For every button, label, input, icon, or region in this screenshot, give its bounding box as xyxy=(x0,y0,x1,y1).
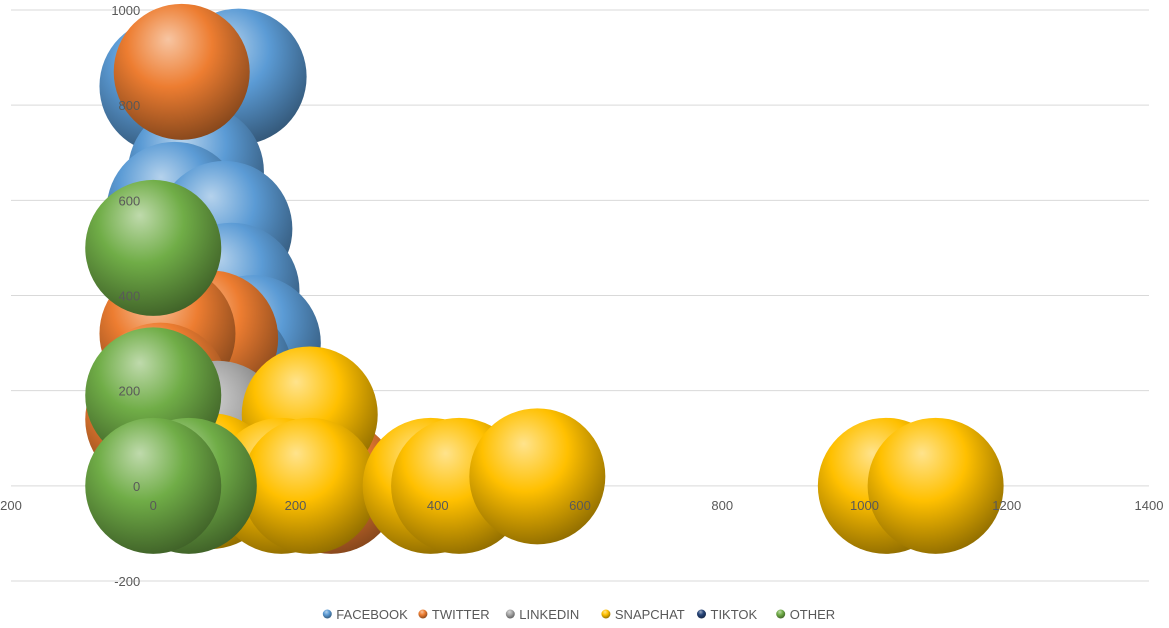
legend-marker xyxy=(322,609,332,619)
legend-label: TIKTOK xyxy=(711,607,758,622)
bubbles xyxy=(85,3,1004,554)
bubble-twitter-0 xyxy=(113,3,250,140)
legend-label: SNAPCHAT xyxy=(615,607,685,622)
y-tick-label: 200 xyxy=(119,384,141,399)
legend-marker xyxy=(776,609,786,619)
legend-item-facebook: FACEBOOK xyxy=(322,607,408,622)
legend-marker xyxy=(601,609,611,619)
x-axis-tick-labels: 200 0 200 400 600 800 1000 1200 1400 xyxy=(0,498,1163,513)
x-tick-label: 1400 xyxy=(1135,498,1164,513)
bubble-snapchat-3 xyxy=(241,417,378,554)
legend-marker xyxy=(697,609,706,619)
bubble-other-0 xyxy=(85,179,222,316)
y-tick-label: 400 xyxy=(119,289,141,304)
legend-item-snapchat: SNAPCHAT xyxy=(601,607,685,622)
legend-item-other: OTHER xyxy=(776,607,835,622)
legend-label: OTHER xyxy=(790,607,836,622)
x-tick-label: 200 xyxy=(0,498,22,513)
legend-item-twitter: TWITTER xyxy=(418,607,490,622)
legend-label: LINKEDIN xyxy=(519,607,579,622)
bubble-snapchat-8 xyxy=(867,417,1004,554)
legend-label: TWITTER xyxy=(432,607,490,622)
y-tick-label: -200 xyxy=(114,574,140,589)
x-tick-label: 200 xyxy=(285,498,307,513)
x-tick-label: 1000 xyxy=(850,498,879,513)
x-tick-label: 400 xyxy=(427,498,449,513)
legend: FACEBOOK TWITTER LINKEDIN SNAPCHAT TIKTOK OTH… xyxy=(322,607,835,622)
legend-item-tiktok: TIKTOK xyxy=(697,607,758,622)
x-tick-label: 0 xyxy=(150,498,157,513)
x-tick-label: 1200 xyxy=(992,498,1021,513)
y-tick-label: 600 xyxy=(119,193,141,208)
y-tick-label: 800 xyxy=(119,98,141,113)
legend-marker xyxy=(505,609,515,619)
y-axis-tick-labels: -200 0 200 400 600 800 1000 xyxy=(111,3,140,589)
y-tick-label: 0 xyxy=(133,479,140,494)
x-tick-label: 600 xyxy=(569,498,591,513)
x-tick-label: 800 xyxy=(711,498,733,513)
bubble-other-3 xyxy=(85,417,222,554)
legend-marker xyxy=(418,609,428,619)
y-tick-label: 1000 xyxy=(111,3,140,18)
legend-label: FACEBOOK xyxy=(336,607,408,622)
legend-item-linkedin: LINKEDIN xyxy=(505,607,579,622)
bubble-snapchat-6 xyxy=(469,408,606,545)
